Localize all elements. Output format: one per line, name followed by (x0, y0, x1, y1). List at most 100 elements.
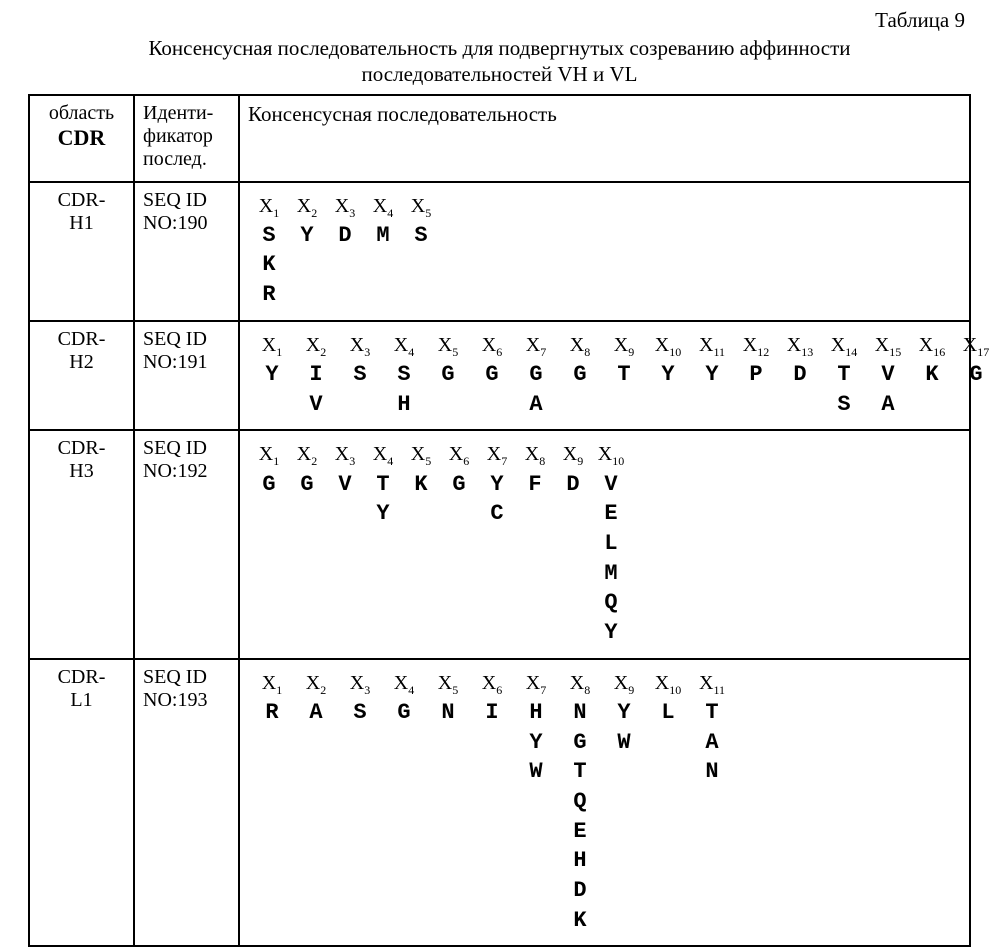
residue (690, 790, 734, 817)
residue: Y (602, 698, 646, 728)
residue (516, 621, 554, 648)
consensus-table: область CDR Иденти- фикатор послед. Конс… (28, 94, 971, 947)
residue (440, 621, 478, 648)
residue: A (514, 390, 558, 420)
position-label: X11 (690, 332, 734, 360)
residue: Q (592, 588, 630, 618)
residue: C (478, 499, 516, 529)
residue (326, 502, 364, 529)
residue (646, 760, 690, 787)
residue: W (514, 757, 558, 787)
residue: S (382, 360, 426, 390)
residue (294, 849, 338, 876)
residue (514, 879, 558, 906)
residue: Y (364, 499, 402, 529)
col2-line2: фикатор (143, 125, 213, 147)
residue (734, 392, 778, 419)
position-label: X2 (294, 670, 338, 698)
residue (470, 730, 514, 757)
consensus-sequence: X1X2X3X4X5X6X7X8X9X10X11X12X13X14X15X16X… (239, 321, 970, 431)
residue (326, 561, 364, 588)
residue: L (646, 698, 690, 728)
caption-line2: последовательностей VH и VL (362, 62, 638, 86)
position-label: X8 (558, 670, 602, 698)
residue (478, 561, 516, 588)
residue (690, 819, 734, 846)
residue: Y (690, 360, 734, 390)
residue (602, 392, 646, 419)
table-caption: Консенсусная последовательность для подв… (28, 35, 971, 88)
residue: V (592, 470, 630, 500)
residue (778, 392, 822, 419)
position-label: X3 (338, 670, 382, 698)
residue: E (558, 817, 602, 847)
residue: Y (592, 618, 630, 648)
residue (646, 730, 690, 757)
position-label: X7 (514, 332, 558, 360)
residue: T (690, 698, 734, 728)
table-row: CDR-L1SEQ IDNO:193X1X2X3X4X5X6X7X8X9X10X… (29, 659, 970, 947)
residue (516, 591, 554, 618)
residue (402, 253, 440, 280)
position-label: X10 (592, 441, 630, 469)
position-label: X5 (426, 670, 470, 698)
residue: K (910, 360, 954, 390)
residue (554, 502, 592, 529)
position-label: X2 (294, 332, 338, 360)
residue (440, 502, 478, 529)
residue (514, 908, 558, 935)
position-label: X2 (288, 193, 326, 221)
seq-id: SEQ IDNO:191 (134, 321, 239, 431)
residue: P (734, 360, 778, 390)
position-label: X17 (954, 332, 998, 360)
col-header-cdr: область CDR (29, 95, 134, 182)
residue (250, 730, 294, 757)
table-body: CDR-H1SEQ IDNO:190X1X2X3X4X5SYDMSK R CDR… (29, 182, 970, 947)
table-row: CDR-H2SEQ IDNO:191X1X2X3X4X5X6X7X8X9X10X… (29, 321, 970, 431)
residue: G (514, 360, 558, 390)
residue (294, 730, 338, 757)
position-label: X9 (554, 441, 592, 469)
residue (294, 819, 338, 846)
residue: N (426, 698, 470, 728)
seq-id: SEQ IDNO:190 (134, 182, 239, 321)
residue: D (558, 876, 602, 906)
residue (602, 819, 646, 846)
residue: A (294, 698, 338, 728)
residue (690, 908, 734, 935)
position-label: X16 (910, 332, 954, 360)
col3-label: Консенсусная последовательность (248, 102, 557, 126)
position-label: X13 (778, 332, 822, 360)
residue (250, 849, 294, 876)
table-row: CDR-H3SEQ IDNO:192X1X2X3X4X5X6X7X8X9X10G… (29, 430, 970, 658)
position-label: X3 (338, 332, 382, 360)
residue (470, 879, 514, 906)
residue (402, 532, 440, 559)
position-label: X2 (288, 441, 326, 469)
table-header-row: область CDR Иденти- фикатор послед. Конс… (29, 95, 970, 182)
position-label: X5 (426, 332, 470, 360)
residue (288, 532, 326, 559)
residue (426, 760, 470, 787)
residue: D (326, 221, 364, 251)
residue (646, 908, 690, 935)
cdr-region: CDR-H2 (29, 321, 134, 431)
col1-line2: CDR (58, 125, 106, 150)
residue (426, 879, 470, 906)
residue: T (558, 757, 602, 787)
residue (250, 392, 294, 419)
residue (326, 591, 364, 618)
residue: A (690, 728, 734, 758)
residue (402, 591, 440, 618)
table-row: CDR-H1SEQ IDNO:190X1X2X3X4X5SYDMSK R (29, 182, 970, 321)
residue (478, 591, 516, 618)
col-header-seqid: Иденти- фикатор послед. (134, 95, 239, 182)
residue: I (470, 698, 514, 728)
position-label: X1 (250, 193, 288, 221)
residue (382, 849, 426, 876)
residue: G (250, 470, 288, 500)
residue (514, 790, 558, 817)
residue: V (866, 360, 910, 390)
residue: N (558, 698, 602, 728)
residue (338, 730, 382, 757)
